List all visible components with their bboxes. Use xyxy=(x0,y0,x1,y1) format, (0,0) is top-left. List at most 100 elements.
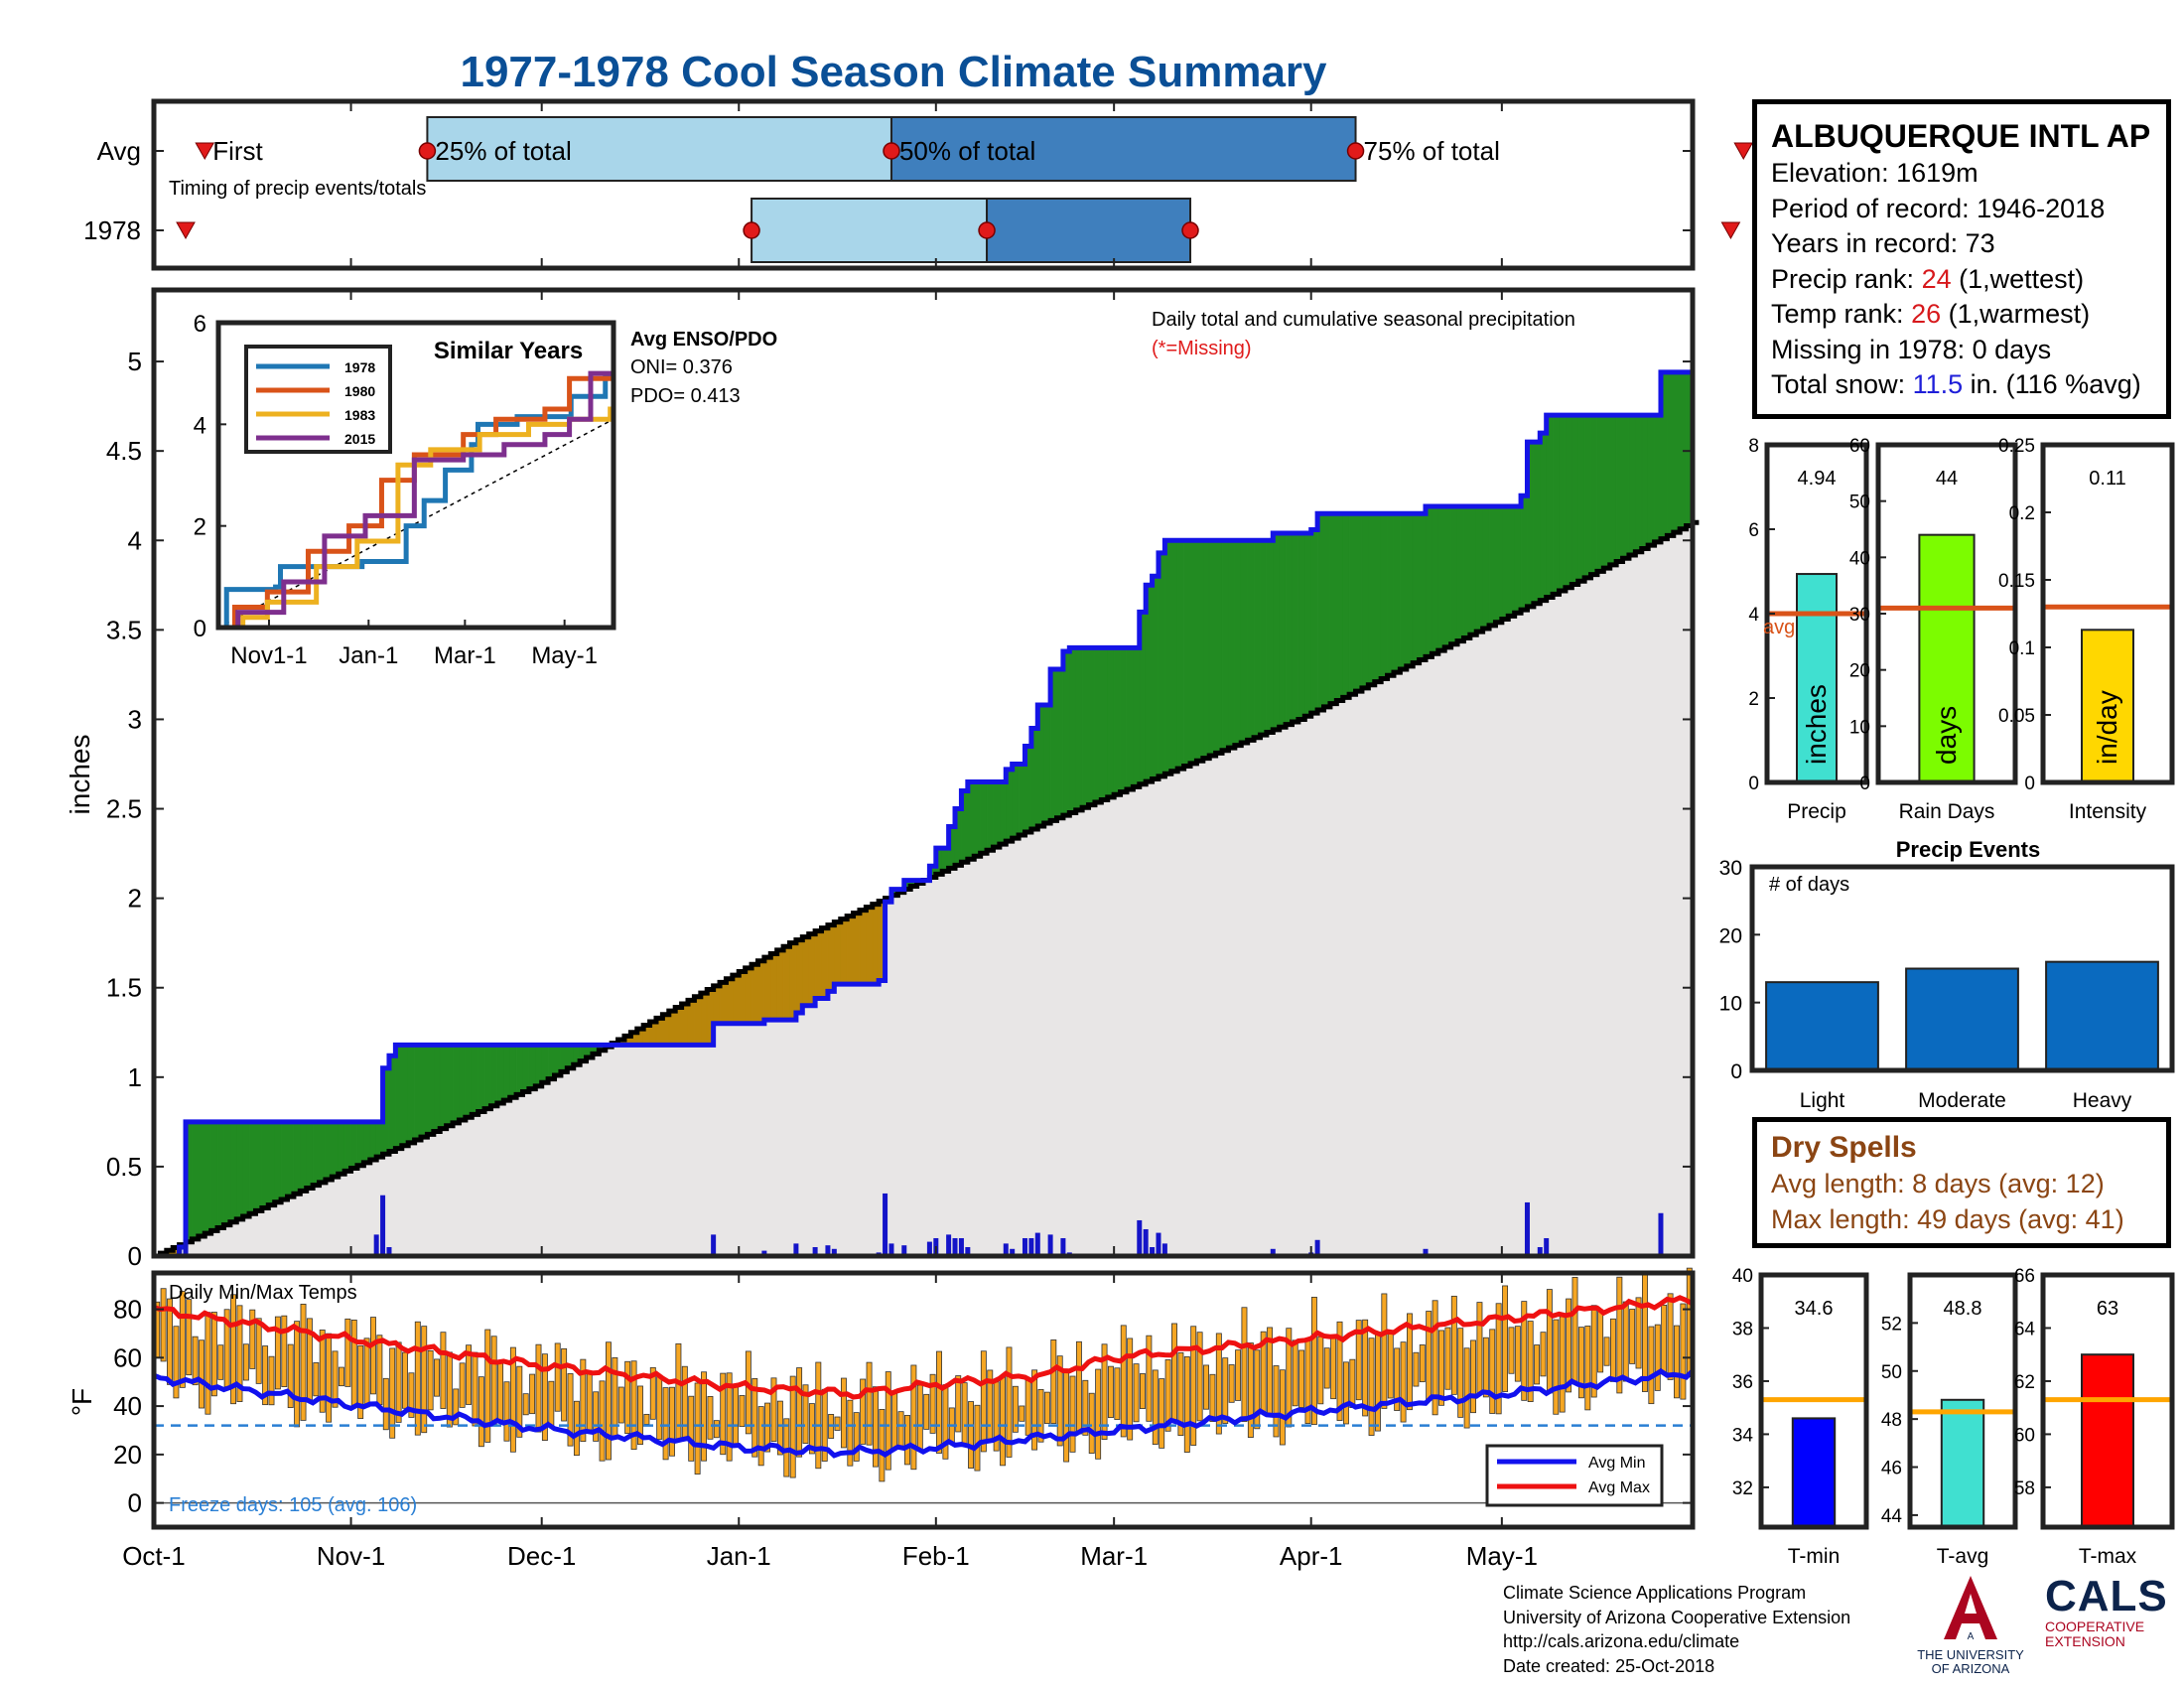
above-avg-fill xyxy=(503,1045,510,1101)
daily-temp-bar xyxy=(1183,1356,1190,1453)
above-avg-fill xyxy=(1336,512,1343,701)
panel-y-tick-label: 0 xyxy=(2024,774,2035,794)
daily-temp-bar xyxy=(1355,1320,1362,1401)
daily-precip-bar xyxy=(1022,1237,1027,1256)
inset-legend-label: 1978 xyxy=(344,359,375,375)
daily-temp-bar xyxy=(776,1400,783,1456)
above-avg-fill xyxy=(1654,414,1662,543)
below-avg-fill xyxy=(808,930,816,1006)
x-tick-label: Feb-1 xyxy=(902,1541,970,1571)
avg-cumulative-fill xyxy=(154,522,1693,1256)
daily-temp-bar xyxy=(1286,1328,1293,1428)
daily-temp-bar xyxy=(847,1399,854,1467)
above-avg-fill xyxy=(1285,532,1293,726)
daily-temp-bar xyxy=(745,1350,751,1435)
daily-temp-bar xyxy=(879,1408,886,1482)
above-avg-fill xyxy=(1456,505,1464,642)
daily-precip-bar xyxy=(1003,1243,1009,1256)
above-avg-fill xyxy=(465,1045,473,1118)
above-avg-fill xyxy=(198,1121,205,1237)
panel-y-tick-label: 0.2 xyxy=(2009,503,2035,524)
university-of-arizona-logo: A THE UNIVERSITY OF ARIZONA xyxy=(1916,1574,2025,1676)
main-y-tick-label: 3.5 xyxy=(106,615,142,644)
daily-temp-bar xyxy=(1597,1309,1604,1373)
daily-temp-bar xyxy=(1164,1359,1171,1432)
temps-y-tick-label: 40 xyxy=(113,1391,142,1421)
daily-temp-bar xyxy=(770,1377,777,1442)
panel-frame xyxy=(2040,1272,2175,1530)
daily-temp-bar xyxy=(427,1349,434,1411)
daily-temp-bar xyxy=(1508,1327,1515,1374)
daily-temp-bar xyxy=(1012,1385,1019,1433)
x-tick-label: Nov-1 xyxy=(317,1541,385,1571)
daily-temp-bar xyxy=(955,1375,962,1433)
dry-spells-max: Max length: 49 days (avg: 41) xyxy=(1771,1204,2124,1234)
daily-temp-bar xyxy=(1228,1364,1235,1403)
daily-temp-bar xyxy=(1056,1355,1063,1447)
daily-temp-bar xyxy=(1489,1329,1496,1414)
dry-spells-title: Dry Spells xyxy=(1771,1131,1917,1164)
above-avg-fill xyxy=(967,781,975,860)
above-avg-fill xyxy=(1133,647,1141,787)
temps-y-tick-label: 0 xyxy=(128,1488,142,1518)
main-y-tick-label: 1 xyxy=(128,1062,142,1092)
above-avg-fill xyxy=(1559,414,1567,592)
above-avg-fill xyxy=(1316,512,1324,711)
below-avg-fill xyxy=(814,927,822,999)
above-avg-fill xyxy=(1673,371,1681,533)
above-avg-fill xyxy=(980,781,988,854)
daily-temp-bar xyxy=(1215,1333,1222,1435)
above-avg-fill xyxy=(1380,512,1388,679)
daily-temp-bar xyxy=(319,1330,326,1413)
above-avg-fill xyxy=(1641,414,1649,549)
above-avg-fill xyxy=(993,781,1001,848)
above-avg-fill xyxy=(452,1045,460,1124)
credits-line3[interactable]: http://cals.arizona.edu/climate xyxy=(1503,1631,1740,1651)
above-avg-fill xyxy=(325,1121,333,1181)
daily-precip-bar xyxy=(373,1234,379,1256)
daily-precip-bar xyxy=(1150,1246,1156,1256)
precip-events-chart: Light Moderate Heavy 0 10 20 30 Precip Events # … xyxy=(1719,837,2175,1112)
above-avg-fill xyxy=(1437,505,1445,651)
x-tick-label: Oct-1 xyxy=(122,1541,186,1571)
daily-temp-bar xyxy=(1254,1349,1261,1430)
daily-temp-bar xyxy=(897,1411,904,1449)
daily-precip-bar xyxy=(380,1195,386,1256)
daily-temp-bar xyxy=(363,1337,370,1408)
above-avg-fill xyxy=(1374,512,1382,683)
daily-temp-bar xyxy=(1159,1378,1165,1449)
above-avg-fill xyxy=(1279,532,1287,728)
above-avg-fill xyxy=(1628,414,1636,556)
main-y-tick-label: 4 xyxy=(128,525,142,555)
daily-temp-bar xyxy=(402,1351,408,1409)
daily-temp-bar xyxy=(929,1373,936,1434)
daily-temp-bar xyxy=(961,1382,968,1446)
above-avg-fill xyxy=(1412,512,1420,664)
daily-temp-bar xyxy=(1527,1321,1534,1402)
station-info-box: ALBUQUERQUE INTL AP Elevation: 1619m Per… xyxy=(1752,99,2171,419)
panel-unit-label: inches xyxy=(1801,684,1832,765)
chart-title: 1977-1978 Cool Season Climate Summary xyxy=(460,48,1327,96)
above-avg-fill xyxy=(1508,505,1515,617)
y1978-p25-marker xyxy=(743,221,760,239)
above-avg-fill xyxy=(1145,585,1153,782)
daily-precip-bar xyxy=(926,1241,932,1256)
daily-temp-bar xyxy=(1171,1323,1177,1423)
daily-temp-bar xyxy=(516,1365,523,1438)
inset-x-tick-label: May-1 xyxy=(531,642,598,669)
daily-temp-bar xyxy=(503,1381,510,1442)
events-frame xyxy=(1749,864,2175,1073)
panel-category-label: T-avg xyxy=(1937,1545,1989,1568)
daily-temp-bar xyxy=(205,1312,211,1415)
above-avg-fill xyxy=(1667,371,1675,536)
daily-temp-bar xyxy=(1362,1319,1369,1417)
panel-y-tick-label: 0 xyxy=(1859,774,1870,794)
observed-cumulative-line xyxy=(154,369,1693,1259)
daily-precip-bar xyxy=(883,1193,888,1256)
avg-p75-label: 75% of total xyxy=(1364,136,1500,166)
daily-temp-bar xyxy=(1019,1405,1025,1422)
daily-temp-bar xyxy=(357,1344,364,1420)
below-avg-fill xyxy=(795,936,803,1014)
daily-temp-bar xyxy=(453,1388,460,1426)
panel-y-tick-label: 60 xyxy=(2014,1425,2035,1446)
